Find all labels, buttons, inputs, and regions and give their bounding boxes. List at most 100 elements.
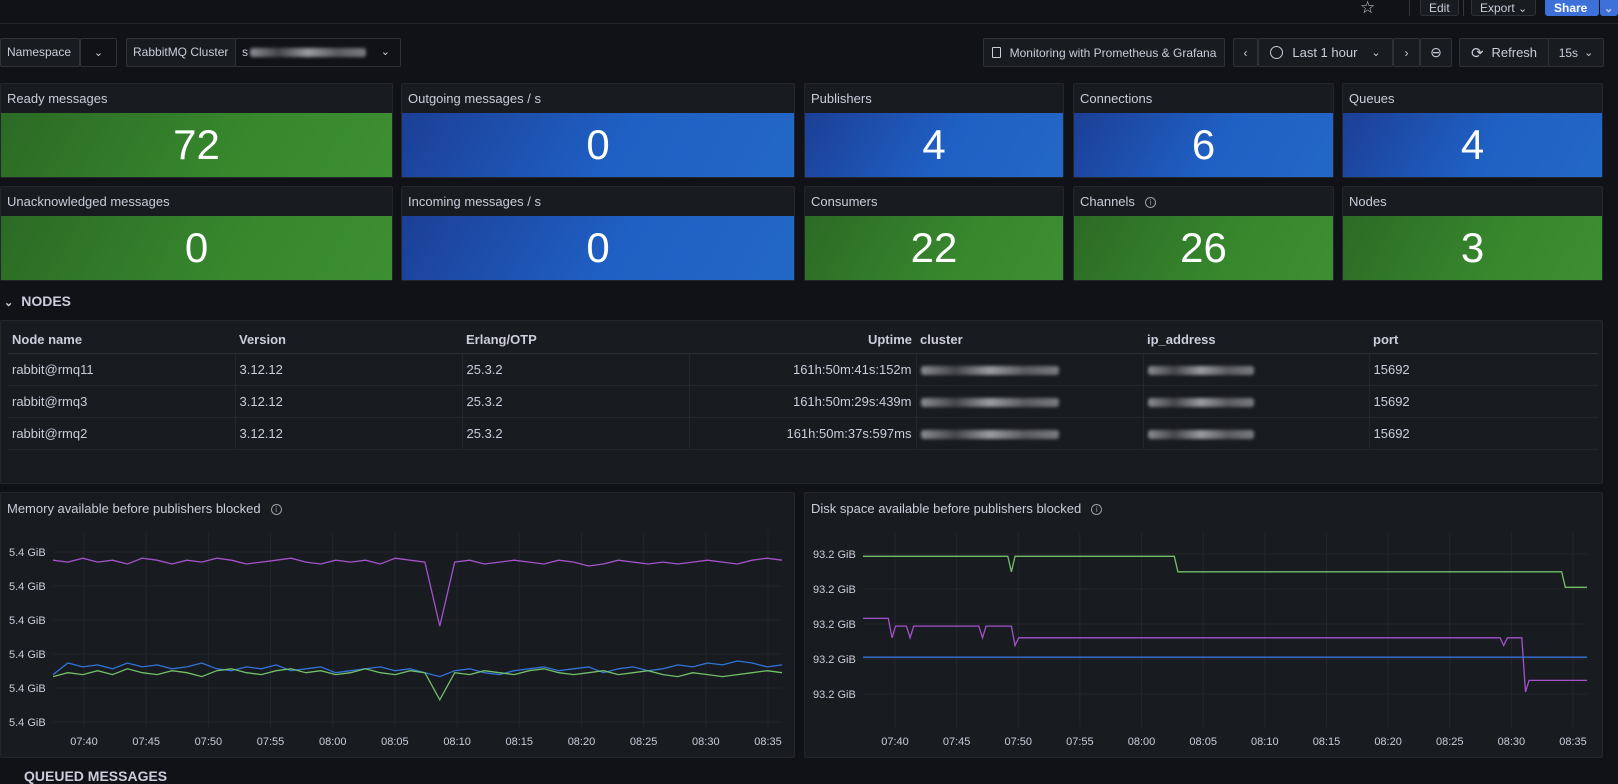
- uptime-cell: 161h:50m:37s:597ms: [689, 417, 917, 450]
- nodes-table: Node name Version Erlang/OTP Uptime clus…: [8, 327, 1598, 450]
- memory-chart-panel: Memory available before publishers block…: [0, 492, 795, 758]
- panel-title: Consumers: [811, 194, 878, 209]
- x-tick-label: 07:45: [132, 736, 160, 748]
- chevron-down-icon: ⌄: [380, 46, 390, 58]
- stat-consumers: Consumers 22: [804, 186, 1064, 281]
- series-line-purple: [863, 617, 1587, 693]
- y-tick-label: 5.4 GiB: [9, 615, 46, 627]
- namespace-label-text: Namespace: [7, 45, 72, 59]
- share-dropdown-button[interactable]: ⌄: [1600, 0, 1618, 16]
- cluster-label-text: RabbitMQ Cluster: [133, 45, 229, 59]
- namespace-label: Namespace: [0, 38, 80, 67]
- table-header-row: Node name Version Erlang/OTP Uptime clus…: [8, 327, 1598, 354]
- share-button[interactable]: Share: [1545, 0, 1599, 16]
- dashboard-link-button[interactable]: Monitoring with Prometheus & Grafana: [983, 38, 1225, 67]
- panel-title-text: Memory available before publishers block…: [7, 501, 261, 516]
- time-forward-button[interactable]: ›: [1393, 38, 1420, 67]
- column-header[interactable]: Erlang/OTP: [462, 327, 689, 354]
- redacted-value: [920, 397, 1059, 407]
- refresh-button[interactable]: ⟳ Refresh: [1459, 38, 1549, 67]
- time-back-button[interactable]: ‹: [1233, 38, 1258, 67]
- cluster-value: s: [242, 45, 248, 59]
- cluster-cell: [916, 417, 1144, 450]
- node-name-cell: rabbit@rmq11: [8, 353, 236, 386]
- y-tick-label: 93.2 GiB: [813, 689, 856, 701]
- refresh-interval-select[interactable]: 15s ⌄: [1548, 38, 1604, 67]
- time-range-picker[interactable]: Last 1 hour ⌄: [1258, 38, 1393, 67]
- toolbar-divider: [1463, 0, 1464, 16]
- zoom-out-button[interactable]: ⊖: [1420, 38, 1452, 67]
- share-label: Share: [1554, 1, 1588, 15]
- y-tick-label: 93.2 GiB: [813, 654, 856, 666]
- x-tick-label: 08:15: [1313, 736, 1341, 748]
- port-cell: 15692: [1369, 417, 1598, 450]
- x-tick-label: 08:25: [1436, 736, 1464, 748]
- stat-value: 3: [1343, 216, 1602, 280]
- time-range-label: Last 1 hour: [1292, 45, 1358, 60]
- column-header[interactable]: cluster: [916, 327, 1143, 354]
- column-header[interactable]: Node name: [8, 327, 235, 354]
- x-tick-label: 08:20: [568, 736, 596, 748]
- x-tick-label: 08:00: [1128, 736, 1156, 748]
- x-tick-label: 08:15: [506, 736, 534, 748]
- y-tick-label: 5.4 GiB: [9, 547, 46, 559]
- chevron-down-icon: ⌄: [1604, 3, 1614, 15]
- panel-title: Memory available before publishers block…: [7, 501, 282, 516]
- chevron-down-icon: ⌄: [93, 47, 104, 59]
- column-header[interactable]: Uptime: [689, 327, 916, 354]
- chevron-down-icon: ⌄: [1371, 47, 1381, 59]
- star-icon[interactable]: ☆: [1360, 0, 1376, 17]
- stat-nodes: Nodes 3: [1342, 186, 1603, 281]
- series-line-green: [863, 555, 1587, 588]
- stat-value: 4: [805, 113, 1063, 177]
- x-tick-label: 08:30: [1498, 736, 1526, 748]
- series-line-blue: [52, 660, 783, 678]
- row-toggle-nodes[interactable]: ⌄ NODES: [4, 293, 71, 309]
- row-title: NODES: [21, 293, 72, 309]
- x-tick-label: 08:10: [443, 736, 471, 748]
- ip-address-cell: [1143, 385, 1370, 418]
- stat-ready-messages: Ready messages 72: [0, 83, 393, 178]
- y-tick-label: 5.4 GiB: [9, 581, 46, 593]
- x-tick-label: 07:45: [943, 736, 971, 748]
- cluster-select[interactable]: s ⌄: [235, 38, 401, 67]
- top-toolbar: ☆ Edit Export ⌄ Share ⌄: [0, 0, 1618, 24]
- panel-title-text: Disk space available before publishers b…: [811, 501, 1082, 516]
- panel-title: Channels i: [1080, 194, 1156, 209]
- refresh-label: Refresh: [1491, 45, 1538, 60]
- chevron-right-icon: ›: [1404, 45, 1409, 60]
- disk-chart-panel: Disk space available before publishers b…: [804, 492, 1603, 758]
- info-icon[interactable]: i: [1091, 504, 1103, 516]
- row-title-queued-messages[interactable]: QUEUED MESSAGES: [24, 768, 168, 784]
- info-icon[interactable]: i: [1144, 197, 1156, 209]
- panel-title: Unacknowledged messages: [7, 194, 170, 209]
- port-cell: 15692: [1369, 385, 1598, 418]
- namespace-select[interactable]: ⌄: [80, 38, 117, 67]
- edit-button[interactable]: Edit: [1420, 0, 1459, 16]
- chevron-down-icon: ⌄: [4, 297, 14, 309]
- stat-value: 0: [1, 216, 392, 280]
- stat-queues: Queues 4: [1342, 83, 1603, 178]
- column-header[interactable]: ip_address: [1143, 327, 1369, 354]
- uptime-cell: 161h:50m:41s:152m: [689, 353, 917, 386]
- disk-chart: 93.2 GiB 93.2 GiB 93.2 GiB 93.2 GiB 93.2 GiB…: [813, 533, 1587, 748]
- chevron-down-icon: ⌄: [1584, 47, 1594, 59]
- export-button[interactable]: Export ⌄: [1471, 0, 1537, 16]
- y-tick-label: 93.2 GiB: [813, 619, 856, 631]
- info-icon[interactable]: i: [270, 504, 282, 516]
- panel-title: Disk space available before publishers b…: [811, 501, 1103, 516]
- edit-label: Edit: [1429, 1, 1450, 15]
- x-tick-label: 08:10: [1251, 736, 1279, 748]
- column-header[interactable]: port: [1369, 327, 1598, 354]
- chevron-down-icon: ⌄: [1518, 3, 1528, 15]
- redacted-value: [920, 429, 1059, 439]
- series-line-purple: [52, 557, 783, 627]
- x-tick-label: 08:35: [754, 736, 782, 748]
- column-header[interactable]: Version: [235, 327, 462, 354]
- y-tick-label: 5.4 GiB: [9, 683, 46, 695]
- panel-title: Ready messages: [7, 91, 108, 106]
- panel-title: Queues: [1349, 91, 1395, 106]
- cluster-cell: [916, 353, 1144, 386]
- redacted-value: [1147, 429, 1254, 439]
- x-tick-label: 07:50: [195, 736, 223, 748]
